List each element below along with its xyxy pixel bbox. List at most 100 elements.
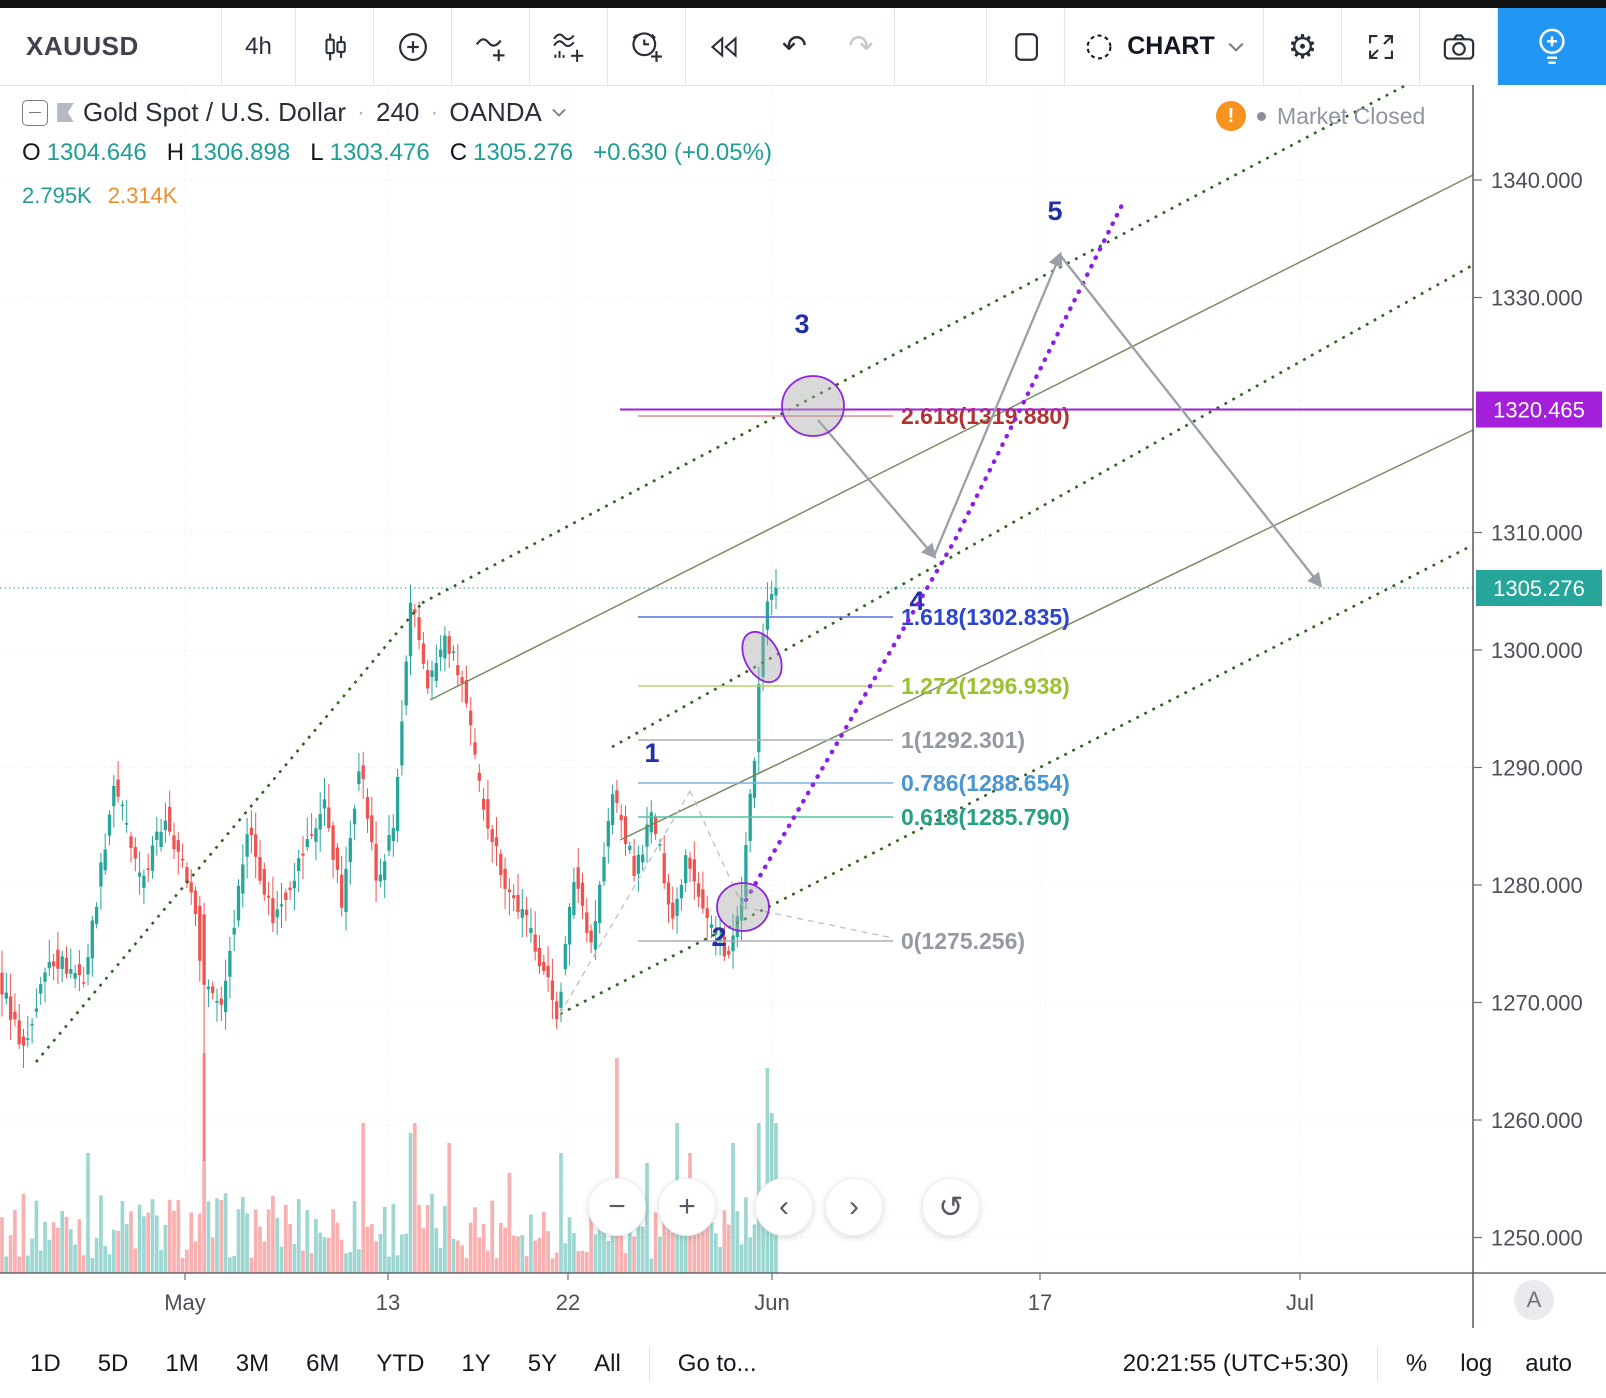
gear-icon: ⚙	[1287, 28, 1318, 65]
layout-button[interactable]	[987, 8, 1065, 85]
scroll-left-button[interactable]: ‹	[755, 1178, 813, 1236]
alert-button[interactable]	[608, 8, 686, 85]
compare-plus-icon	[398, 32, 427, 61]
snapshot-button[interactable]	[1420, 8, 1498, 85]
open-value: 1304.646	[46, 139, 147, 166]
projection-dotted-line[interactable]	[743, 202, 1125, 903]
undo-icon[interactable]: ↶	[781, 29, 807, 63]
indicators-button[interactable]	[452, 8, 530, 85]
svg-text:1290.000: 1290.000	[1491, 756, 1583, 781]
range-button-1m[interactable]: 1M	[165, 1349, 199, 1377]
alarm-clock-plus-icon	[631, 31, 662, 62]
lightbulb-plus-icon	[1539, 28, 1565, 64]
market-status-label: Market Closed	[1277, 102, 1426, 129]
window-top-edge	[0, 0, 1606, 8]
auto-scale-button[interactable]: A	[1514, 1280, 1554, 1320]
range-button-5d[interactable]: 5D	[97, 1349, 129, 1377]
top-toolbar: XAUUSD 4h	[0, 8, 1606, 86]
chart-layout-save-button[interactable]: CHART	[1065, 8, 1264, 85]
price-badge	[1476, 570, 1602, 607]
collapse-legend-button[interactable]	[22, 99, 48, 126]
legend-exchange[interactable]: OANDA	[449, 97, 542, 127]
clock-timezone-button[interactable]: 20:21:55 (UTC+5:30)	[1122, 1349, 1349, 1377]
svg-text:22: 22	[556, 1290, 580, 1315]
zoom-in-button[interactable]: +	[658, 1178, 716, 1236]
elliott-wave-labels[interactable]: 1 2 3 4 5	[644, 196, 1062, 952]
range-button-1y[interactable]: 1Y	[461, 1349, 491, 1377]
svg-text:1.618(1302.835): 1.618(1302.835)	[901, 604, 1070, 630]
separator-dot: ·	[430, 98, 439, 126]
volume-value: 2.795K	[22, 183, 92, 208]
svg-text:4: 4	[909, 586, 924, 616]
svg-text:1250.000: 1250.000	[1491, 1226, 1583, 1251]
channel-drawings[interactable]	[35, 85, 1474, 1063]
bar-replay-icon[interactable]	[707, 30, 741, 64]
scale-mode-buttons: % log auto	[1406, 1350, 1606, 1378]
indicator-templates-button[interactable]	[530, 8, 608, 85]
svg-text:17: 17	[1028, 1290, 1052, 1315]
open-label: O	[22, 139, 41, 166]
flag-icon[interactable]	[57, 103, 74, 122]
chart-settings-button[interactable]: ⚙	[1264, 8, 1342, 85]
grid-lines	[0, 85, 1473, 1273]
time-axis[interactable]: May 13 22 Jun 17 Jul	[0, 1272, 1606, 1315]
candlestick-icon	[324, 33, 346, 60]
low-value: 1303.476	[329, 139, 430, 166]
svg-text:1305.276: 1305.276	[1493, 576, 1585, 601]
layout-name-label: CHART	[1127, 32, 1215, 60]
divider	[648, 1345, 650, 1382]
svg-text:1340.000: 1340.000	[1491, 168, 1583, 193]
legend-chevron-down-icon[interactable]	[551, 107, 567, 118]
change-value: +0.630 (+0.05%)	[593, 139, 772, 166]
volume-bars	[0, 1053, 778, 1273]
zoom-out-button[interactable]: −	[588, 1178, 646, 1236]
chart-pane[interactable]: 1 2 3 4 5 2.618(1319.880) 1.618(1302.835) 1.272…	[0, 85, 1606, 1328]
trend-arrows[interactable]	[817, 251, 1323, 588]
volume-readout: 2.795K 2.314K	[22, 183, 772, 209]
indicator-wave-plus-icon	[475, 37, 504, 61]
svg-text:Jun: Jun	[754, 1290, 789, 1315]
price-badge	[1476, 391, 1602, 428]
highlight-circles[interactable]	[716, 375, 845, 932]
reset-chart-button[interactable]: ↺	[922, 1178, 980, 1236]
redo-icon[interactable]: ↷	[848, 29, 874, 63]
date-range-buttons: 1D 5D 1M 3M 6M YTD 1Y 5Y All	[0, 1350, 621, 1378]
svg-text:1260.000: 1260.000	[1491, 1108, 1583, 1133]
fullscreen-button[interactable]	[1342, 8, 1420, 85]
range-button-3m[interactable]: 3M	[235, 1349, 270, 1377]
symbol-title[interactable]: Gold Spot / U.S. Dollar	[83, 97, 346, 127]
fullscreen-arrows-icon	[1368, 34, 1393, 59]
templates-waves-histogram-icon	[552, 33, 583, 62]
scale-button-auto[interactable]: auto	[1525, 1349, 1572, 1377]
single-pane-layout-icon	[1014, 32, 1038, 61]
warning-icon: !	[1216, 101, 1246, 131]
separator-dot: ·	[357, 98, 365, 126]
range-button-all[interactable]: All	[594, 1349, 621, 1377]
divider	[1376, 1345, 1378, 1382]
bottom-toolbar: 1D 5D 1M 3M 6M YTD 1Y 5Y All Go to... 20:21:55 (…	[0, 1329, 1606, 1398]
range-button-ytd[interactable]: YTD	[376, 1349, 425, 1377]
svg-text:1280.000: 1280.000	[1491, 873, 1583, 898]
publish-idea-button[interactable]	[1498, 8, 1606, 85]
scroll-right-button[interactable]: ›	[825, 1178, 883, 1236]
symbol-search-button[interactable]: XAUUSD	[0, 8, 222, 85]
compare-button[interactable]	[374, 8, 452, 85]
svg-text:1300.000: 1300.000	[1491, 638, 1583, 663]
scale-button-percent[interactable]: %	[1405, 1349, 1428, 1377]
range-button-6m[interactable]: 6M	[306, 1349, 340, 1377]
svg-text:5: 5	[1047, 196, 1062, 226]
candlestick-style-button[interactable]	[296, 8, 374, 85]
scale-button-log[interactable]: log	[1460, 1349, 1493, 1377]
range-button-1d[interactable]: 1D	[30, 1349, 61, 1377]
legend-interval[interactable]: 240	[376, 97, 420, 127]
close-value: 1305.276	[473, 139, 574, 166]
fib-extension[interactable]: 2.618(1319.880) 1.618(1302.835) 1.272(1296…	[638, 403, 1070, 954]
svg-text:0.786(1288.654): 0.786(1288.654)	[901, 770, 1070, 796]
price-axis[interactable]: 1340.000 1330.000 1310.000 1300.000 1290.000…	[1472, 85, 1606, 1328]
svg-text:1: 1	[644, 738, 659, 768]
goto-date-button[interactable]: Go to...	[677, 1349, 757, 1377]
range-button-5y[interactable]: 5Y	[527, 1349, 558, 1377]
interval-button[interactable]: 4h	[222, 8, 296, 85]
